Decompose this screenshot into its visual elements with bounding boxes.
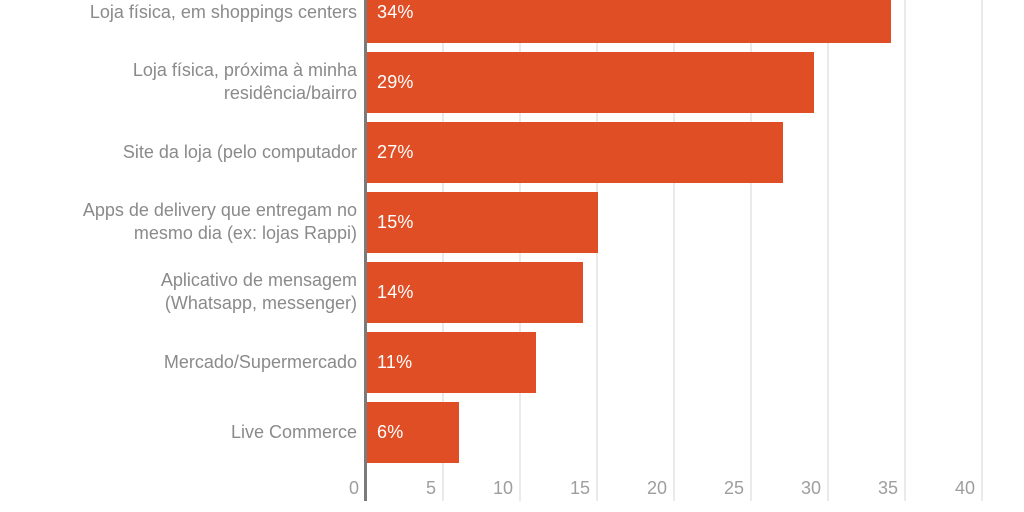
bar-value-label: 15% <box>377 211 414 232</box>
category-label: Site da loja (pelo computador <box>122 141 357 162</box>
gridline <box>904 0 906 501</box>
gridline <box>750 0 752 501</box>
x-tick-label: 5 <box>425 478 436 498</box>
gridline <box>827 0 829 501</box>
bar: 29% <box>367 51 814 113</box>
x-tick-label: 40 <box>954 478 975 498</box>
x-tick-label: 30 <box>800 478 821 498</box>
bar-value-label: 34% <box>377 1 414 22</box>
x-tick-label: 10 <box>492 478 513 498</box>
bar-value-label: 11% <box>377 351 413 372</box>
x-tick-label: 35 <box>877 478 898 498</box>
category-label: Live Commerce <box>230 421 357 442</box>
category-label: Apps de delivery que entregam no mesmo d… <box>82 200 357 243</box>
x-tick-label: 20 <box>646 478 667 498</box>
bar: 11% <box>367 331 537 393</box>
gridline <box>673 0 675 501</box>
category-label: Mercado/Supermercado <box>163 351 357 372</box>
bar: 6% <box>367 401 460 463</box>
category-label: Loja física, em shoppings centers <box>89 1 357 22</box>
x-tick-label: 0 <box>348 478 359 498</box>
category-label: Loja física, próxima à minha residência/… <box>132 60 357 103</box>
bar-value-label: 6% <box>377 421 404 442</box>
bar: 27% <box>367 121 783 183</box>
bar-value-label: 29% <box>377 71 414 92</box>
category-label: Aplicativo de mensagem (Whatsapp, messen… <box>160 270 357 313</box>
bar: 14% <box>367 261 583 323</box>
bar: 15% <box>367 191 598 253</box>
bar: 34% <box>367 0 891 43</box>
y-axis-baseline <box>364 0 367 501</box>
bar-value-label: 14% <box>377 281 414 302</box>
gridline <box>981 0 983 501</box>
x-tick-label: 25 <box>723 478 744 498</box>
bar-value-label: 27% <box>377 141 414 162</box>
x-tick-label: 15 <box>569 478 590 498</box>
